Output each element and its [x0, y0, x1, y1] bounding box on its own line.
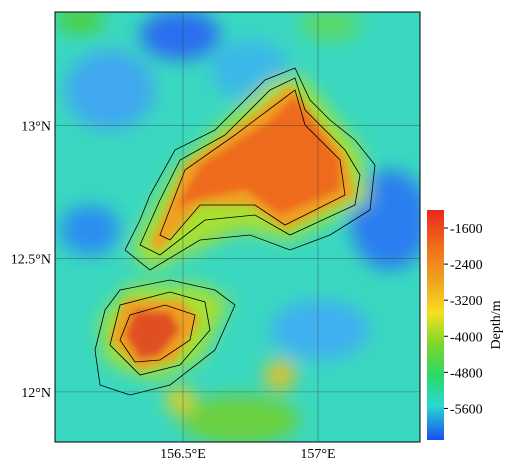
colorbar-label: Depth/m: [489, 300, 504, 349]
map-frame: [54, 11, 421, 443]
x-tick-label: 157°E: [300, 447, 335, 462]
colorbar: [427, 210, 444, 440]
colorbar-tick-label: -5600: [450, 402, 483, 417]
colorbar-tick-label: -1600: [450, 222, 483, 237]
colorbar-tick-label: -4800: [450, 366, 483, 381]
y-tick-label: 12°N: [21, 386, 51, 401]
colorbar-tick-label: -2400: [450, 258, 483, 273]
colorbar-tick-label: -3200: [450, 294, 483, 309]
y-tick-label: 12.5°N: [11, 253, 51, 268]
x-tick-label: 156.5°E: [160, 447, 206, 462]
y-tick-label: 13°N: [21, 119, 51, 134]
relief: [55, 12, 420, 442]
colorbar-tick-label: -4000: [450, 330, 483, 345]
